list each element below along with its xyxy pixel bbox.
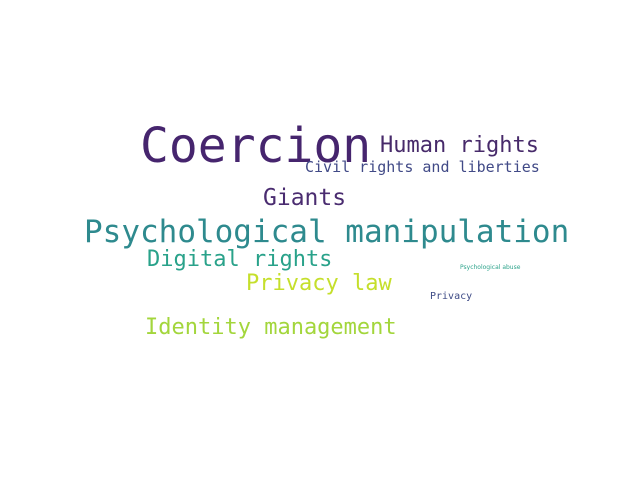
word-psychological-abuse: Psychological abuse	[460, 264, 521, 271]
word-privacy: Privacy	[430, 291, 473, 302]
word-identity-management: Identity management	[145, 315, 397, 340]
word-psychological-manipulation: Psychological manipulation	[84, 214, 570, 250]
word-civil-rights-and-liberties: Civil rights and liberties	[305, 158, 540, 176]
word-human-rights: Human rights	[380, 133, 539, 158]
word-coercion: Coercion	[140, 118, 372, 174]
word-privacy-law: Privacy law	[246, 271, 392, 296]
word-giants: Giants	[263, 185, 347, 211]
word-digital-rights: Digital rights	[147, 247, 333, 272]
